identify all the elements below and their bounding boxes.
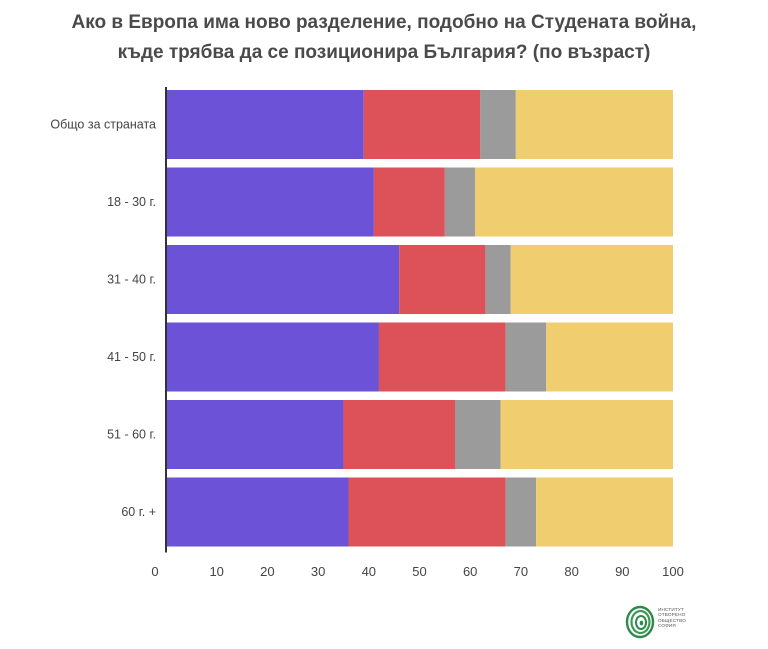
x-tick-label-0: 0 xyxy=(151,564,158,579)
bar-segment-2-4 xyxy=(475,167,673,237)
bar-segment-2-2 xyxy=(373,167,445,237)
category-label-2: 18 - 30 г. xyxy=(107,195,156,209)
bar-segment-4-3 xyxy=(505,322,547,392)
bar-segment-3-2 xyxy=(399,245,486,314)
bar-segment-6-3 xyxy=(505,477,537,547)
bars-layer xyxy=(166,90,673,547)
chart-title: Ако в Европа има ново разделение, подобн… xyxy=(0,8,768,68)
institute-logo: ИНСТИТУТ ОТВОРЕНО ОБЩЕСТВО СОФИЯ xyxy=(624,604,704,644)
bar-segment-6-2 xyxy=(348,477,506,547)
bar-segment-2-3 xyxy=(444,167,476,237)
x-tick-label-30: 30 xyxy=(311,564,325,579)
bar-segment-1-3 xyxy=(480,90,516,159)
chart-title-line-2: къде трябва да се позиционира България? … xyxy=(117,42,651,63)
bar-segment-5-4 xyxy=(500,400,673,469)
bar-segment-5-1 xyxy=(166,400,344,469)
bar-segment-4-4 xyxy=(546,322,673,392)
bar-segment-1-4 xyxy=(515,90,673,159)
category-labels: Общо за страната 18 - 30 г. 31 - 40 г. 41 -… xyxy=(50,118,156,520)
logo-line-4: СОФИЯ xyxy=(658,623,676,629)
x-tick-label-100: 100 xyxy=(662,564,684,579)
x-tick-label-70: 70 xyxy=(514,564,528,579)
bar-segment-5-3 xyxy=(454,400,501,469)
x-tick-label-60: 60 xyxy=(463,564,477,579)
category-label-6: 60 г. + xyxy=(121,505,156,519)
bar-segment-3-3 xyxy=(485,245,511,314)
logo-text: ИНСТИТУТ ОТВОРЕНО ОБЩЕСТВО СОФИЯ xyxy=(658,607,704,629)
x-tick-label-10: 10 xyxy=(209,564,223,579)
x-tick-label-90: 90 xyxy=(615,564,629,579)
category-label-3: 31 - 40 г. xyxy=(107,273,156,287)
bar-segment-3-1 xyxy=(166,245,400,314)
bar-segment-3-4 xyxy=(510,245,673,314)
x-tick-label-20: 20 xyxy=(260,564,274,579)
x-tick-label-40: 40 xyxy=(362,564,376,579)
category-label-1: Общо за страната xyxy=(50,118,156,132)
bar-segment-6-4 xyxy=(536,477,673,547)
bar-segment-6-1 xyxy=(166,477,349,547)
logo-spiral-icon xyxy=(625,605,655,639)
bar-segment-4-1 xyxy=(166,322,379,392)
logo-line-2: ОТВОРЕНО xyxy=(658,612,686,618)
x-tick-label-50: 50 xyxy=(412,564,426,579)
bar-segment-1-1 xyxy=(166,90,364,159)
x-axis: 0 10 20 30 40 50 60 70 80 90 100 xyxy=(151,87,684,579)
bar-segment-5-2 xyxy=(343,400,455,469)
bar-segment-2-1 xyxy=(166,167,374,237)
chart-title-line-1: Ако в Европа има ново разделение, подобн… xyxy=(71,12,697,33)
x-tick-label-80: 80 xyxy=(564,564,578,579)
category-label-4: 41 - 50 г. xyxy=(107,350,156,364)
logo-line-3: ОБЩЕСТВО xyxy=(658,617,687,623)
bar-segment-1-2 xyxy=(363,90,481,159)
logo-line-1: ИНСТИТУТ xyxy=(658,607,685,612)
category-label-5: 51 - 60 г. xyxy=(107,428,156,442)
bar-segment-4-2 xyxy=(378,322,506,392)
